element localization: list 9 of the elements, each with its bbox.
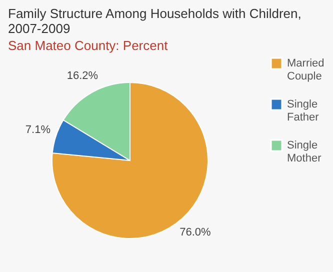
- data-label: 16.2%: [66, 70, 98, 82]
- chart-subtitle: San Mateo County: Percent: [8, 38, 168, 53]
- legend-label: Married Couple: [287, 58, 324, 82]
- legend-label: Single Father: [287, 98, 320, 124]
- pie-slice: [52, 82, 208, 239]
- legend-label: Single Mother: [287, 140, 322, 164]
- chart-title: Family Structure Among Households with Children, 2007-2009: [8, 6, 302, 36]
- data-label: 76.0%: [180, 226, 212, 238]
- data-label: 7.1%: [25, 124, 51, 136]
